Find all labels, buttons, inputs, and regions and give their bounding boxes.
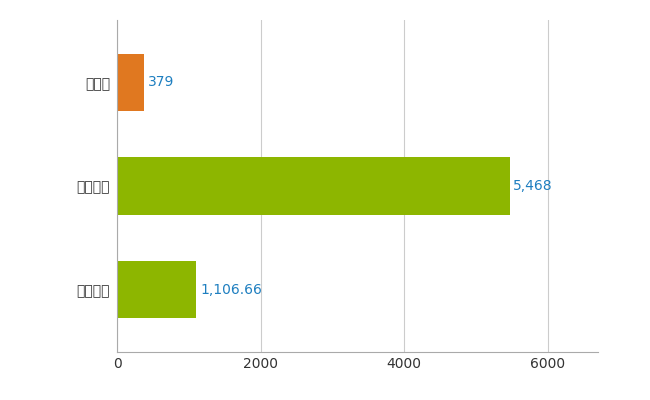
- Bar: [117, 261, 196, 318]
- Text: 1,106.66: 1,106.66: [200, 283, 262, 297]
- Text: 379: 379: [148, 75, 174, 89]
- Text: 5,468: 5,468: [513, 179, 552, 193]
- Bar: [117, 158, 510, 214]
- Bar: [117, 54, 144, 111]
